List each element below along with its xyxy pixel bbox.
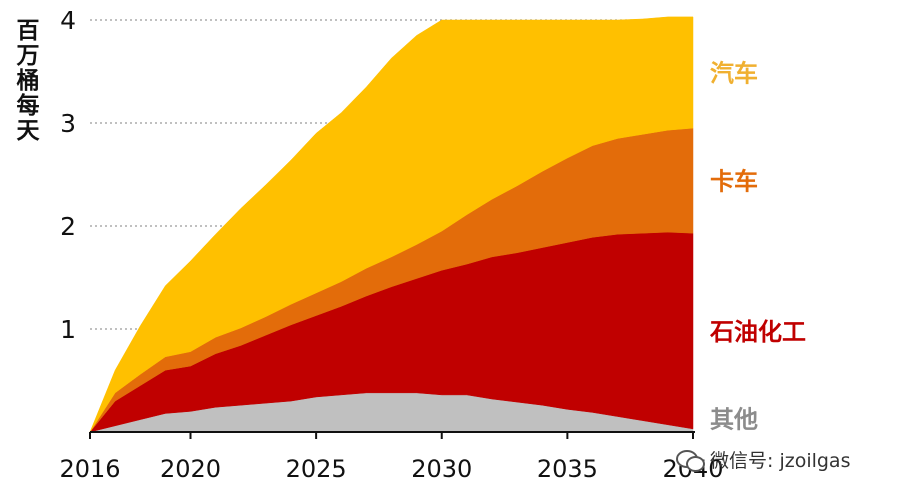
- x-tick-label-2016: 2016: [59, 455, 120, 483]
- y-tick-label-3: 3: [60, 109, 76, 138]
- y-tick-label-2: 2: [60, 212, 76, 241]
- wechat-icon: [676, 448, 705, 472]
- x-tick-label-2035: 2035: [537, 455, 598, 483]
- x-tick-label-2030: 2030: [411, 455, 472, 483]
- series-label-3: 汽车: [710, 60, 758, 88]
- series-areas: [89, 16, 694, 433]
- series-labels: 其他 石油化工 卡车 汽车: [709, 60, 806, 434]
- watermark: 微信号: jzoilgas: [676, 446, 850, 473]
- x-tick-label-2020: 2020: [160, 455, 221, 483]
- y-axis-label: 百万桶每天: [12, 18, 38, 143]
- axes: 2016202020252030203520401234: [59, 6, 723, 483]
- y-tick-label-1: 1: [60, 315, 76, 344]
- watermark-text: 微信号: jzoilgas: [710, 450, 851, 472]
- series-label-2: 卡车: [710, 168, 758, 196]
- series-label-1: 石油化工: [709, 318, 806, 346]
- area-series-3: [89, 16, 694, 433]
- x-tick-label-2025: 2025: [286, 455, 347, 483]
- y-tick-label-4: 4: [60, 6, 76, 35]
- series-label-0: 其他: [710, 405, 758, 433]
